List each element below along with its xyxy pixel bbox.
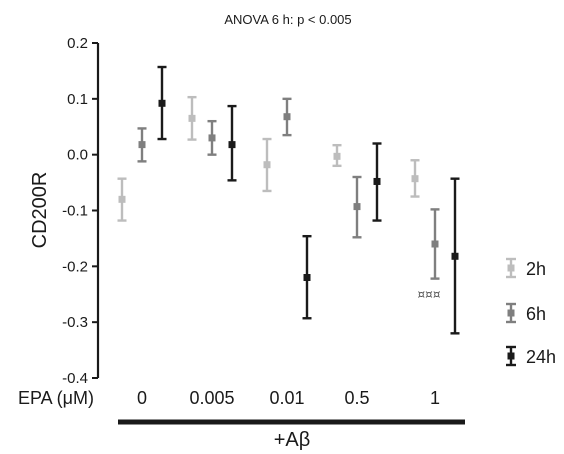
data-point-24h [158, 99, 166, 107]
y-tick-label: 0.0 [67, 147, 88, 164]
data-point-6h [431, 240, 439, 248]
legend-item-24h: 24h [506, 345, 556, 367]
error-bar-24h-0 [157, 65, 167, 141]
treatment-label: +Aβ [274, 429, 311, 451]
legend-marker-point [507, 352, 515, 360]
data-point-2h [263, 161, 271, 169]
error-bar-24h-0.005 [227, 104, 237, 182]
error-bar-6h-0 [137, 127, 147, 163]
legend: 2h 6h 24h [506, 257, 556, 367]
legend-marker-point [507, 309, 515, 317]
error-bar-2h-0 [117, 177, 127, 222]
error-bar-2h-1 [410, 159, 420, 198]
y-tick-label: -0.4 [62, 370, 88, 387]
y-axis-label: CD200R [29, 172, 51, 249]
error-bar-2h-0.01 [262, 137, 272, 193]
x-tick-label: 0.005 [189, 388, 234, 408]
data-point-24h [373, 177, 381, 185]
error-bar-24h-1 [450, 177, 460, 335]
data-point-2h [411, 175, 419, 183]
error-bar-24h-0.5 [372, 142, 382, 222]
data-point-2h [188, 114, 196, 122]
legend-label: 6h [526, 304, 546, 324]
x-tick-label: 0 [137, 388, 147, 408]
data-point-6h [208, 134, 216, 142]
y-tick-label: -0.1 [62, 203, 88, 220]
legend-label: 2h [526, 259, 546, 279]
y-tick-label: 0.2 [67, 35, 88, 52]
significance-annotation: ¤¤¤ [418, 287, 441, 301]
data-point-6h [283, 113, 291, 121]
data-point-2h [118, 195, 126, 203]
legend-item-2h: 2h [506, 257, 546, 279]
data-point-2h [333, 152, 341, 160]
x-tick-label: 1 [430, 388, 440, 408]
data-point-6h [138, 141, 146, 149]
y-tick-label: 0.1 [67, 91, 88, 108]
x-tick-label: 0.01 [269, 388, 304, 408]
error-bar-6h-0.005 [207, 119, 217, 156]
error-bar-6h-0.5 [352, 175, 362, 239]
data-point-24h [228, 141, 236, 149]
error-bar-2h-0.5 [332, 143, 342, 168]
legend-label: 24h [526, 347, 556, 367]
x-axis-label: EPA (μM) [18, 388, 94, 408]
error-bar-2h-0.005 [187, 95, 197, 141]
error-bar-24h-0.01 [302, 234, 312, 320]
error-bar-6h-0.01 [282, 97, 292, 137]
plot-area: 0.2 0.1 0.0 -0.1 -0.2 -0.3 -0.4 0 0.005 0.01 0.5 1 ¤… [62, 35, 465, 425]
data-point-24h [303, 274, 311, 281]
data-point-24h [451, 252, 459, 260]
error-bar-6h-1 [430, 208, 440, 280]
data-point-6h [353, 203, 361, 211]
y-tick-label: -0.3 [62, 314, 88, 331]
legend-marker-point [507, 264, 515, 272]
x-tick-label: 0.5 [344, 388, 369, 408]
chart-title: ANOVA 6 h: p < 0.005 [224, 12, 351, 27]
y-tick-label: -0.2 [62, 258, 88, 275]
legend-item-6h: 6h [506, 302, 546, 324]
